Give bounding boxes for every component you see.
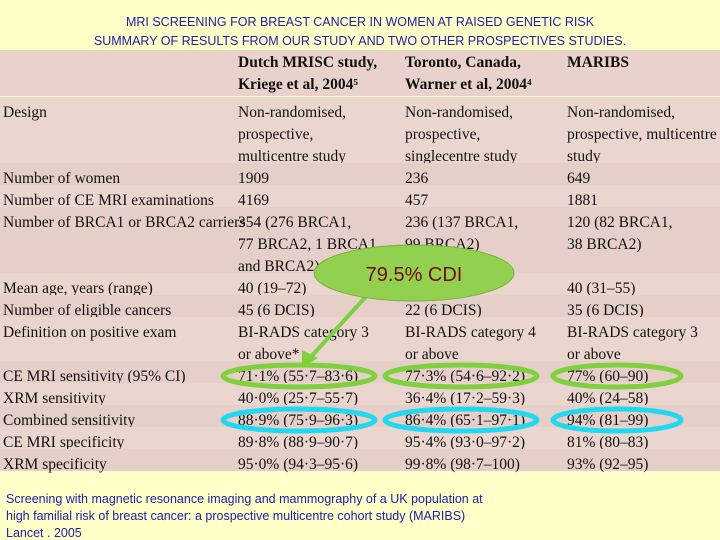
cell: 22 (6 DCIS) — [405, 302, 482, 319]
caption: Screening with magnetic resonance imagin… — [6, 492, 483, 506]
slide-title: SUMMARY OF RESULTS FROM OUR STUDY AND TW… — [94, 34, 626, 48]
cell: BI-RADS category 3 — [567, 324, 698, 341]
callout-arrow — [306, 288, 374, 362]
cell: 40% (24–58) — [567, 390, 648, 407]
table: Dutch MRISC study, Kriege et al, 2004⁵ Tor… — [0, 50, 720, 473]
table-header-bg — [0, 50, 720, 96]
cell: 95·4% (93·0–97·2) — [405, 434, 525, 451]
cell: 38 BRCA2) — [567, 236, 642, 253]
row-bg — [0, 97, 720, 163]
cell: 236 (137 BRCA1, — [405, 214, 518, 231]
cell: Non-randomised, — [238, 104, 346, 121]
cell: 236 — [405, 170, 429, 187]
cell: prospective, multicentre — [567, 126, 717, 143]
cell: 89·8% (88·9–90·7) — [238, 434, 358, 451]
cell: Non-randomised, — [567, 104, 675, 121]
row-bg — [0, 361, 720, 383]
cell: singlecentre study — [405, 148, 518, 165]
cell: 71·1% (55·7–83·6) — [238, 368, 358, 385]
highlight-ellipse — [220, 406, 378, 434]
cell: 40 (31–55) — [567, 280, 635, 297]
cell: 36·4% (17·2–59·3) — [405, 390, 525, 407]
row-label: Design — [3, 104, 47, 121]
callout-text: 79.5% CDI — [366, 264, 463, 286]
cell: 81% (80–83) — [567, 434, 648, 451]
caption: high familial risk of breast cancer: a p… — [6, 509, 465, 523]
cell: 88·9% (75·9–96·3) — [238, 412, 358, 429]
cell: 77·3% (54·6–92·2) — [405, 368, 525, 385]
cell: and BRCA2) — [238, 258, 319, 275]
cell: 45 (6 DCIS) — [238, 302, 315, 319]
cell: 1881 — [567, 192, 598, 209]
row-bg — [0, 405, 720, 427]
row-bg — [0, 427, 720, 449]
row-label: Number of BRCA1 or BRCA2 carriers — [3, 214, 245, 231]
callout-bubble — [313, 244, 515, 302]
row-bg — [0, 449, 720, 471]
cell: 94% (81–99) — [567, 412, 648, 429]
cell: or above* — [238, 346, 300, 363]
cell: 40·0% (25·7–55·7) — [238, 390, 358, 407]
column-header: Kriege et al, 2004⁵ — [238, 76, 358, 93]
cell: or above — [567, 346, 621, 363]
highlight-ellipse — [220, 362, 378, 390]
cell: Non-randomised, — [405, 104, 513, 121]
cell: prospective, — [405, 126, 480, 143]
cell: 1909 — [238, 170, 269, 187]
cell: 4169 — [238, 192, 269, 209]
column-header: Warner et al, 2004⁴ — [405, 76, 532, 93]
row-bg — [0, 163, 720, 185]
cell: BI-RADS category 4 — [405, 324, 536, 341]
highlight-ellipse — [382, 362, 540, 390]
cell: 95·0% (94·3–95·6) — [238, 456, 358, 473]
row-label: CE MRI specificity — [3, 434, 125, 451]
row-bg — [0, 383, 720, 405]
slide-title: MRI SCREENING FOR BREAST CANCER IN WOMEN… — [126, 15, 595, 29]
cell: multicentre study — [238, 148, 346, 165]
cell: 77 BRCA2, 1 BRCA1 — [238, 236, 377, 253]
row-label: Definition on positive exam — [3, 324, 176, 341]
row-label: Number of eligible cancers — [3, 302, 171, 319]
column-header: Dutch MRISC study, — [238, 54, 377, 71]
cell: 99·8% (98·7–100) — [405, 456, 520, 473]
cell: 40 (19–72) — [238, 280, 306, 297]
highlight-ellipse — [550, 406, 684, 434]
row-bg — [0, 317, 720, 361]
cell: study — [567, 148, 601, 165]
cell: 77% (60–90) — [567, 368, 648, 385]
cell: 649 — [567, 170, 591, 187]
row-label: CE MRI sensitivity (95% CI) — [3, 368, 186, 385]
cell: or above — [405, 346, 459, 363]
cell: 457 — [405, 192, 429, 209]
row-label: Number of CE MRI examinations — [3, 192, 214, 209]
highlight-ellipse — [382, 406, 540, 434]
column-header: Toronto, Canada, — [405, 54, 521, 71]
row-label: Number of women — [3, 170, 120, 187]
cell: 93% (92–95) — [567, 456, 648, 473]
cell: BI-RADS category 3 — [238, 324, 369, 341]
row-label: Combined sensitivity — [3, 412, 135, 429]
column-header: MARIBS — [567, 54, 629, 71]
caption: Lancet . 2005 — [6, 526, 82, 540]
highlight-ellipse — [550, 362, 684, 390]
row-label: Mean age, years (range) — [3, 280, 153, 297]
row-label: XRM sensitivity — [3, 390, 106, 407]
callout-arrowhead — [302, 350, 318, 368]
cell: 86·4% (65·1–97·1) — [405, 412, 525, 429]
cell: prospective, — [238, 126, 313, 143]
overlay: 79.5% CDI — [220, 244, 684, 434]
row-label: XRM specificity — [3, 456, 107, 473]
cell: 35 (6 DCIS) — [567, 302, 644, 319]
cell: 120 (82 BRCA1, — [567, 214, 673, 231]
row-bg — [0, 185, 720, 207]
cell: 354 (276 BRCA1, — [238, 214, 351, 231]
